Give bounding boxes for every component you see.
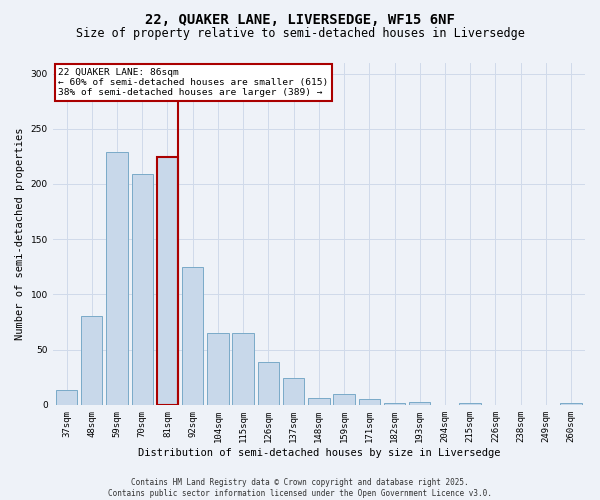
Bar xyxy=(257,362,279,405)
Text: 22 QUAKER LANE: 86sqm
← 60% of semi-detached houses are smaller (615)
38% of sem: 22 QUAKER LANE: 86sqm ← 60% of semi-deta… xyxy=(58,68,328,98)
Bar xyxy=(384,402,405,405)
Bar xyxy=(359,400,380,405)
Bar xyxy=(308,398,329,405)
Y-axis label: Number of semi-detached properties: Number of semi-detached properties xyxy=(15,128,25,340)
Bar xyxy=(56,390,77,405)
Bar xyxy=(560,402,582,405)
Bar xyxy=(207,333,229,405)
Bar xyxy=(409,402,430,405)
Bar xyxy=(131,174,153,405)
Text: 22, QUAKER LANE, LIVERSEDGE, WF15 6NF: 22, QUAKER LANE, LIVERSEDGE, WF15 6NF xyxy=(145,12,455,26)
Text: Contains HM Land Registry data © Crown copyright and database right 2025.
Contai: Contains HM Land Registry data © Crown c… xyxy=(108,478,492,498)
Bar xyxy=(106,152,128,405)
Bar xyxy=(283,378,304,405)
X-axis label: Distribution of semi-detached houses by size in Liversedge: Distribution of semi-detached houses by … xyxy=(137,448,500,458)
Bar xyxy=(460,402,481,405)
Bar xyxy=(232,333,254,405)
Bar xyxy=(182,267,203,405)
Text: Size of property relative to semi-detached houses in Liversedge: Size of property relative to semi-detach… xyxy=(76,28,524,40)
Bar xyxy=(157,158,178,405)
Bar xyxy=(81,316,103,405)
Bar xyxy=(334,394,355,405)
